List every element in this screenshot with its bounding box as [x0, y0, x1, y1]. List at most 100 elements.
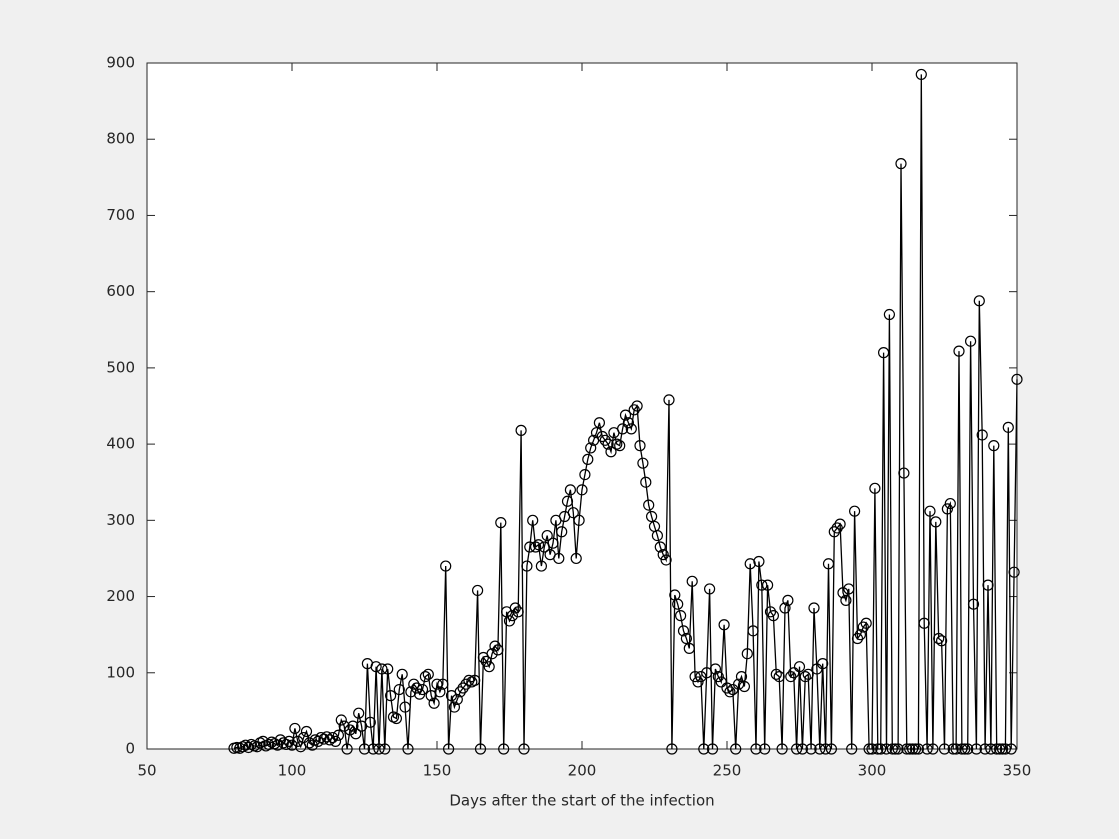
- point-marker: [817, 658, 829, 670]
- point-marker: [280, 738, 292, 751]
- point-marker: [712, 670, 724, 683]
- plot-area: [146, 62, 1018, 750]
- point-marker: [486, 648, 498, 660]
- point-marker: [689, 670, 701, 683]
- y-tick-label: 0: [125, 740, 135, 758]
- point-marker: [935, 635, 948, 647]
- x-tick-label: 250: [713, 762, 742, 780]
- point-marker: [582, 453, 594, 465]
- point-marker: [773, 670, 785, 683]
- point-marker: [370, 661, 382, 673]
- point-marker: [962, 743, 974, 755]
- x-tick-label: 100: [278, 762, 307, 780]
- point-marker: [651, 529, 664, 542]
- point-marker: [964, 335, 977, 347]
- point-marker: [898, 467, 910, 479]
- point-marker: [785, 670, 797, 683]
- point-marker: [703, 583, 716, 595]
- point-marker: [956, 743, 968, 755]
- point-marker: [976, 429, 988, 441]
- point-marker: [350, 728, 362, 740]
- point-marker: [686, 575, 698, 587]
- point-marker: [782, 594, 794, 606]
- point-marker: [915, 68, 927, 81]
- point-marker: [674, 610, 687, 622]
- point-marker: [419, 670, 431, 683]
- point-marker: [457, 682, 469, 694]
- point-marker: [831, 522, 843, 534]
- point-marker: [993, 743, 1006, 755]
- point-marker: [1008, 566, 1020, 578]
- point-marker: [643, 499, 655, 511]
- point-marker: [529, 541, 542, 553]
- point-marker: [846, 743, 858, 755]
- y-tick-label: 700: [106, 206, 135, 224]
- point-marker: [376, 663, 388, 675]
- point-marker: [469, 674, 481, 687]
- point-marker: [347, 720, 359, 732]
- point-marker: [738, 680, 751, 693]
- point-marker: [672, 598, 684, 610]
- point-marker: [706, 743, 719, 755]
- point-marker: [988, 440, 1000, 452]
- point-marker: [561, 495, 574, 507]
- point-marker: [866, 743, 878, 755]
- point-marker: [814, 743, 826, 755]
- point-marker: [790, 743, 803, 755]
- point-marker: [437, 678, 449, 690]
- point-marker: [875, 743, 887, 755]
- point-marker: [480, 655, 492, 667]
- point-marker: [379, 743, 391, 755]
- point-marker: [663, 394, 675, 406]
- point-marker: [341, 743, 353, 755]
- point-marker: [605, 446, 617, 458]
- point-marker: [889, 743, 901, 755]
- point-marker: [318, 733, 330, 745]
- point-marker: [373, 743, 385, 755]
- point-marker: [327, 731, 339, 744]
- y-tick-label: 100: [106, 663, 135, 681]
- point-marker: [506, 610, 519, 622]
- point-marker: [883, 308, 896, 321]
- point-marker: [959, 743, 971, 755]
- point-marker: [999, 743, 1012, 755]
- point-marker: [405, 686, 417, 698]
- point-marker: [1005, 743, 1017, 755]
- point-marker: [953, 345, 965, 357]
- point-marker: [556, 526, 568, 538]
- point-marker: [553, 552, 565, 565]
- point-marker: [596, 430, 608, 443]
- point-marker: [321, 731, 333, 743]
- point-marker: [271, 739, 284, 751]
- point-marker: [982, 579, 994, 591]
- point-marker: [822, 558, 835, 570]
- point-marker: [454, 686, 466, 698]
- point-marker: [724, 686, 736, 698]
- point-marker: [880, 743, 893, 755]
- point-marker: [863, 743, 875, 755]
- point-marker: [286, 739, 298, 751]
- point-marker: [324, 734, 336, 746]
- point-marker: [564, 484, 577, 496]
- point-marker: [872, 743, 884, 755]
- point-marker: [944, 497, 956, 510]
- point-marker: [353, 707, 365, 719]
- point-marker: [535, 560, 548, 572]
- point-marker: [303, 737, 315, 749]
- point-marker: [292, 735, 304, 747]
- point-marker: [730, 743, 742, 755]
- point-marker: [927, 743, 939, 755]
- point-marker: [677, 625, 690, 637]
- point-marker: [573, 514, 585, 526]
- point-marker: [416, 683, 429, 696]
- point-marker: [408, 678, 420, 690]
- point-marker: [527, 514, 539, 526]
- point-marker: [1002, 421, 1014, 433]
- point-marker: [715, 676, 727, 688]
- point-marker: [805, 743, 817, 755]
- point-marker: [979, 743, 991, 755]
- point-marker: [640, 476, 652, 488]
- point-marker: [498, 743, 510, 755]
- point-marker: [788, 667, 800, 679]
- point-marker: [660, 554, 672, 566]
